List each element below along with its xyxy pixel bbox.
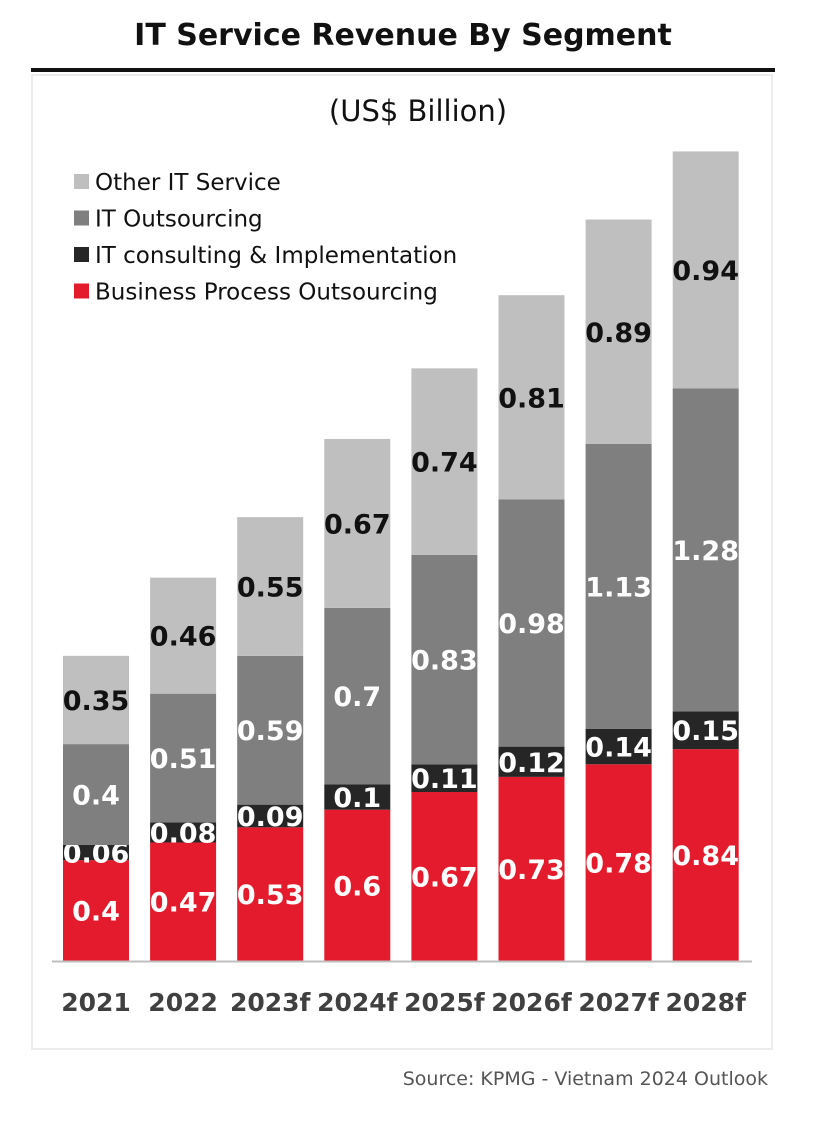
data-label-it-outsourcing-2028f: 1.28 <box>672 536 739 567</box>
data-label-business-process-outsourcing-2021: 0.4 <box>72 897 120 928</box>
bar-it-consulting-implementation-2024f <box>324 784 391 810</box>
x-tick-label-2021: 2021 <box>61 988 131 1017</box>
data-label-other-it-service-2027f: 0.89 <box>585 318 652 349</box>
bar-business-process-outsourcing-2024f <box>324 809 391 961</box>
bar-other-it-service-2024f <box>324 438 391 608</box>
data-label-it-consulting-implementation-2027f: 0.14 <box>585 733 652 764</box>
data-label-it-outsourcing-2023f: 0.59 <box>237 716 304 747</box>
data-label-it-outsourcing-2027f: 1.13 <box>585 572 652 603</box>
data-label-business-process-outsourcing-2023f: 0.53 <box>237 880 304 911</box>
bar-it-outsourcing-2027f <box>585 443 652 729</box>
bar-business-process-outsourcing-2021 <box>63 860 129 961</box>
bar-other-it-service-2027f <box>585 219 652 444</box>
bar-business-process-outsourcing-2022 <box>150 842 217 961</box>
bar-it-outsourcing-2028f <box>672 388 739 712</box>
bar-other-it-service-2021 <box>63 655 129 745</box>
data-label-other-it-service-2021: 0.35 <box>63 686 130 717</box>
legend-swatch-it-outsourcing <box>74 210 89 226</box>
bar-other-it-service-2025f <box>411 368 478 555</box>
legend-label-it-outsourcing: IT Outsourcing <box>95 207 263 233</box>
bar-other-it-service-2028f <box>672 151 739 389</box>
legend-label-other-it-service: Other IT Service <box>95 170 281 196</box>
bar-it-consulting-implementation-2026f <box>498 746 565 777</box>
bar-it-outsourcing-2025f <box>411 554 478 765</box>
source-note: Source: KPMG - Vietnam 2024 Outlook <box>402 1068 768 1090</box>
chart-subtitle: (US$ Billion) <box>328 94 508 128</box>
x-tick-label-2024f: 2024f <box>317 988 399 1017</box>
bar-other-it-service-2022 <box>150 577 217 694</box>
bar-business-process-outsourcing-2027f <box>585 764 652 961</box>
bar-it-consulting-implementation-2028f <box>672 711 739 750</box>
data-label-other-it-service-2026f: 0.81 <box>498 383 565 414</box>
data-label-it-consulting-implementation-2024f: 0.1 <box>333 783 381 814</box>
data-label-it-consulting-implementation-2026f: 0.12 <box>498 748 565 779</box>
data-label-other-it-service-2023f: 0.55 <box>237 572 304 603</box>
data-label-business-process-outsourcing-2027f: 0.78 <box>585 849 652 880</box>
bar-it-consulting-implementation-2025f <box>411 764 478 793</box>
bar-it-outsourcing-2021 <box>63 744 129 845</box>
data-label-it-consulting-implementation-2022: 0.08 <box>150 818 217 849</box>
data-label-it-outsourcing-2021: 0.4 <box>72 781 120 812</box>
title-underline <box>31 68 775 72</box>
bar-it-outsourcing-2022 <box>150 693 217 823</box>
data-label-other-it-service-2028f: 0.94 <box>672 256 739 287</box>
data-label-other-it-service-2025f: 0.74 <box>411 448 478 479</box>
legend-label-it-consulting-implementation: IT consulting & Implementation <box>95 243 457 269</box>
data-label-business-process-outsourcing-2024f: 0.6 <box>333 871 381 902</box>
chart-title: IT Service Revenue By Segment <box>134 18 672 53</box>
data-label-it-consulting-implementation-2028f: 0.15 <box>672 716 739 747</box>
bar-other-it-service-2023f <box>237 517 304 656</box>
legend-swatch-other-it-service <box>74 174 89 189</box>
chart-panel <box>31 74 773 1050</box>
data-label-other-it-service-2022: 0.46 <box>150 622 217 653</box>
data-label-it-outsourcing-2024f: 0.7 <box>333 682 381 713</box>
x-tick-label-2028f: 2028f <box>665 988 747 1017</box>
data-label-it-outsourcing-2025f: 0.83 <box>411 646 478 677</box>
bar-business-process-outsourcing-2026f <box>498 776 565 961</box>
bar-it-outsourcing-2024f <box>324 607 391 785</box>
data-label-it-outsourcing-2026f: 0.98 <box>498 609 565 640</box>
data-label-it-consulting-implementation-2025f: 0.11 <box>411 764 478 795</box>
x-tick-label-2022: 2022 <box>148 988 218 1017</box>
data-label-other-it-service-2024f: 0.67 <box>324 509 391 540</box>
bar-business-process-outsourcing-2028f <box>672 749 739 961</box>
data-label-business-process-outsourcing-2028f: 0.84 <box>672 841 739 872</box>
data-label-business-process-outsourcing-2022: 0.47 <box>150 888 217 919</box>
bar-business-process-outsourcing-2023f <box>237 827 304 961</box>
bar-it-outsourcing-2026f <box>498 499 565 747</box>
bar-it-consulting-implementation-2021 <box>63 844 129 861</box>
data-label-it-outsourcing-2022: 0.51 <box>150 744 217 775</box>
x-tick-label-2027f: 2027f <box>578 988 660 1017</box>
bar-business-process-outsourcing-2025f <box>411 792 478 961</box>
x-tick-label-2025f: 2025f <box>404 988 486 1017</box>
data-label-business-process-outsourcing-2026f: 0.73 <box>498 855 565 886</box>
legend-label-business-process-outsourcing: Business Process Outsourcing <box>95 280 438 306</box>
x-tick-label-2026f: 2026f <box>491 988 573 1017</box>
legend-swatch-it-consulting-implementation <box>74 247 89 262</box>
legend-swatch-business-process-outsourcing <box>74 283 89 299</box>
data-label-it-consulting-implementation-2023f: 0.09 <box>237 802 304 833</box>
bar-it-consulting-implementation-2022 <box>150 822 217 843</box>
data-label-business-process-outsourcing-2025f: 0.67 <box>411 863 478 894</box>
bar-it-consulting-implementation-2027f <box>585 728 652 765</box>
x-tick-label-2023f: 2023f <box>230 988 312 1017</box>
bar-other-it-service-2026f <box>498 295 565 500</box>
bar-it-outsourcing-2023f <box>237 655 304 805</box>
bar-it-consulting-implementation-2023f <box>237 804 304 828</box>
